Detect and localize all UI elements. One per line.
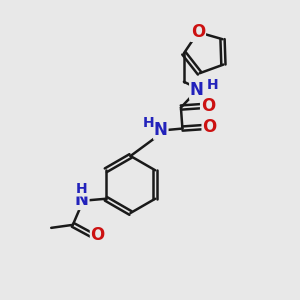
Text: H: H	[207, 78, 219, 92]
Text: N: N	[75, 191, 89, 209]
Text: O: O	[201, 97, 215, 115]
Text: O: O	[91, 226, 105, 244]
Text: H: H	[76, 182, 88, 196]
Text: O: O	[202, 118, 217, 136]
Text: N: N	[154, 121, 168, 139]
Text: O: O	[191, 23, 205, 41]
Text: H: H	[142, 116, 154, 130]
Text: N: N	[190, 81, 204, 99]
